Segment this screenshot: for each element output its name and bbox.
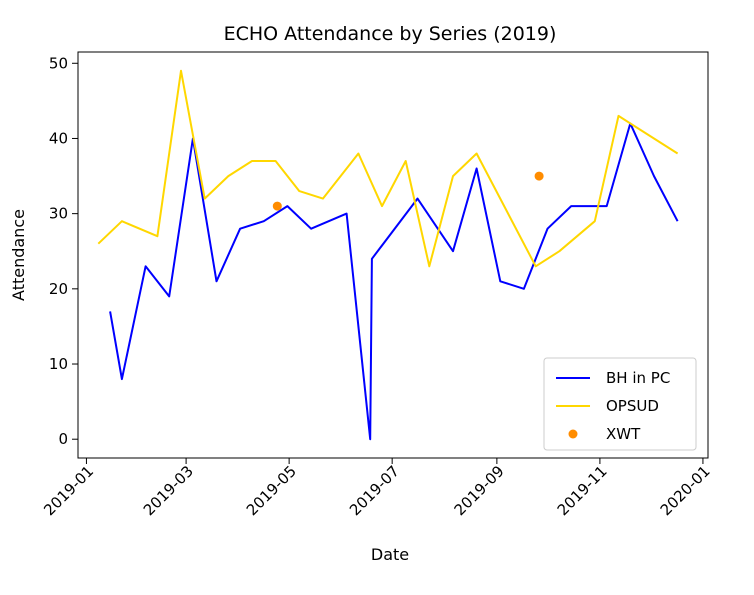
y-tick-label: 30 <box>49 205 68 223</box>
x-tick-label: 2019-11 <box>554 462 611 519</box>
x-tick-label: 2019-05 <box>243 462 300 519</box>
x-tick-label: 2019-07 <box>346 462 403 519</box>
series-layer <box>97 69 679 441</box>
scatter-point <box>534 171 544 181</box>
x-tick-label: 2020-01 <box>657 462 714 519</box>
legend: BH in PC OPSUD XWT <box>543 357 697 451</box>
legend-frame <box>543 357 697 451</box>
plot-frame <box>77 51 709 459</box>
legend-label: OPSUD <box>606 397 659 415</box>
x-axis-title: Date <box>371 545 409 564</box>
x-tick-label: 2019-09 <box>451 462 508 519</box>
x-tick-label: 2019-01 <box>40 462 97 519</box>
scatter-point <box>272 201 282 211</box>
y-tick-label: 50 <box>49 54 68 72</box>
y-tick-label: 0 <box>58 430 68 448</box>
plot-area <box>77 51 709 459</box>
chart-title: ECHO Attendance by Series (2019) <box>224 23 557 45</box>
series-line-1 <box>97 69 679 268</box>
x-tick-label: 2019-03 <box>140 462 197 519</box>
y-axis-title: Attendance <box>9 209 28 301</box>
x-axis: 2019-01 2019-03 2019-05 2019-07 2019-09 2019-… <box>40 458 714 519</box>
legend-swatch-marker <box>568 429 578 439</box>
y-axis: 0 10 20 30 40 50 <box>49 54 78 448</box>
series-line-0 <box>109 122 679 441</box>
legend-label: XWT <box>606 425 641 443</box>
y-tick-label: 20 <box>49 280 68 298</box>
y-tick-label: 10 <box>49 355 68 373</box>
legend-label: BH in PC <box>606 369 670 387</box>
y-tick-label: 40 <box>49 129 68 147</box>
